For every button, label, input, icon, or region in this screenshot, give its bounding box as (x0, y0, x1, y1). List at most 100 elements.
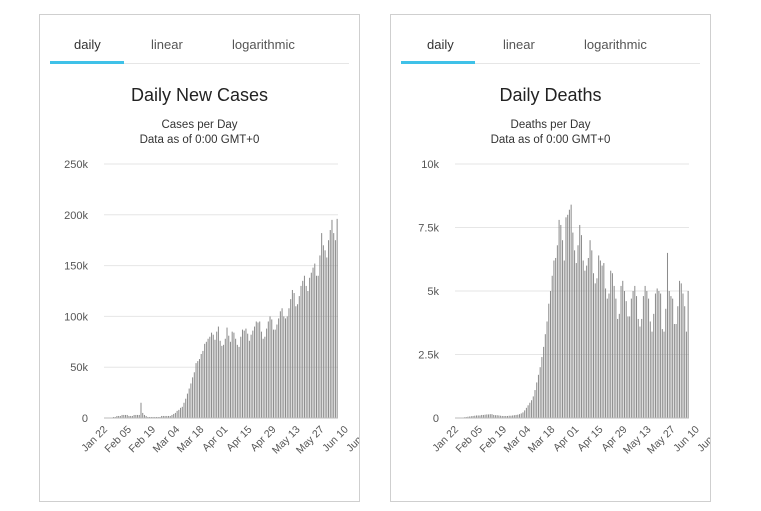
bar[interactable] (560, 224, 562, 418)
bar[interactable] (121, 414, 123, 418)
bar[interactable] (500, 415, 502, 418)
bar[interactable] (264, 336, 266, 418)
bar[interactable] (328, 240, 330, 418)
bar[interactable] (611, 273, 613, 418)
bar[interactable] (166, 415, 168, 418)
bar[interactable] (481, 414, 483, 418)
bar[interactable] (551, 275, 553, 418)
bar[interactable] (539, 367, 541, 418)
bar[interactable] (240, 336, 242, 418)
bar[interactable] (687, 291, 689, 418)
bar[interactable] (555, 257, 557, 418)
bar[interactable] (159, 416, 161, 418)
bar[interactable] (137, 414, 139, 418)
bar[interactable] (162, 415, 164, 418)
bar[interactable] (587, 257, 589, 418)
bar[interactable] (171, 414, 173, 418)
bar[interactable] (529, 402, 531, 418)
bar[interactable] (608, 293, 610, 418)
bar[interactable] (477, 415, 479, 418)
bar[interactable] (682, 293, 684, 418)
bar[interactable] (565, 217, 567, 418)
bar[interactable] (190, 383, 192, 418)
bar[interactable] (470, 416, 472, 418)
bar[interactable] (291, 289, 293, 418)
bar[interactable] (164, 415, 166, 418)
bar[interactable] (591, 250, 593, 418)
bar[interactable] (584, 270, 586, 418)
bar[interactable] (118, 415, 120, 418)
bar[interactable] (501, 415, 503, 418)
bar[interactable] (613, 285, 615, 418)
bar[interactable] (648, 298, 650, 418)
bar[interactable] (161, 415, 163, 418)
bar[interactable] (116, 415, 118, 418)
bar[interactable] (598, 255, 600, 418)
tab-logarithmic[interactable]: logarithmic (584, 37, 647, 52)
bar[interactable] (524, 410, 526, 418)
bar[interactable] (668, 291, 670, 418)
bar[interactable] (546, 321, 548, 418)
bar[interactable] (124, 414, 127, 418)
bar[interactable] (168, 415, 170, 418)
bar[interactable] (651, 331, 653, 418)
bar[interactable] (186, 393, 188, 418)
bar[interactable] (562, 240, 564, 418)
bar[interactable] (596, 278, 598, 418)
bar[interactable] (310, 272, 312, 418)
bar[interactable] (298, 296, 300, 418)
bar[interactable] (617, 318, 619, 418)
bar[interactable] (336, 218, 338, 418)
bar[interactable] (513, 415, 515, 418)
bar[interactable] (594, 283, 596, 418)
bar[interactable] (568, 209, 570, 418)
bar[interactable] (610, 270, 612, 418)
bar[interactable] (205, 341, 207, 418)
bar[interactable] (176, 410, 178, 418)
bar[interactable] (679, 280, 681, 418)
bar[interactable] (283, 316, 285, 418)
bar[interactable] (506, 415, 508, 418)
bar[interactable] (128, 415, 130, 418)
bar[interactable] (221, 345, 223, 418)
bar[interactable] (333, 233, 335, 418)
bar[interactable] (302, 280, 304, 418)
bar[interactable] (534, 390, 536, 418)
bar[interactable] (570, 204, 572, 418)
bar[interactable] (281, 308, 283, 418)
bar[interactable] (515, 414, 517, 418)
tab-daily[interactable]: daily (74, 37, 101, 52)
bar[interactable] (286, 316, 288, 418)
bar[interactable] (646, 291, 648, 418)
bar[interactable] (680, 283, 682, 418)
bar[interactable] (326, 257, 328, 418)
bar[interactable] (334, 240, 336, 418)
bar[interactable] (331, 219, 333, 418)
bar[interactable] (532, 396, 534, 418)
bar[interactable] (193, 372, 195, 418)
bar[interactable] (661, 329, 663, 418)
bar[interactable] (672, 298, 674, 418)
bar[interactable] (654, 293, 656, 418)
bar[interactable] (267, 321, 269, 418)
bar[interactable] (142, 412, 144, 418)
bar[interactable] (183, 402, 185, 418)
bar[interactable] (625, 301, 627, 418)
bar[interactable] (271, 319, 273, 418)
bar[interactable] (259, 321, 261, 418)
bar[interactable] (618, 313, 620, 418)
bar[interactable] (572, 232, 574, 418)
bar[interactable] (288, 308, 290, 418)
bar[interactable] (138, 414, 140, 418)
bar[interactable] (314, 263, 316, 418)
bar[interactable] (169, 415, 171, 418)
bar[interactable] (157, 416, 159, 418)
bar[interactable] (543, 346, 545, 418)
bar[interactable] (307, 291, 309, 418)
bar[interactable] (586, 265, 588, 418)
bar[interactable] (149, 416, 151, 418)
tab-linear[interactable]: linear (151, 37, 183, 52)
bar[interactable] (474, 415, 476, 418)
bar[interactable] (649, 321, 651, 418)
bar[interactable] (479, 415, 481, 418)
